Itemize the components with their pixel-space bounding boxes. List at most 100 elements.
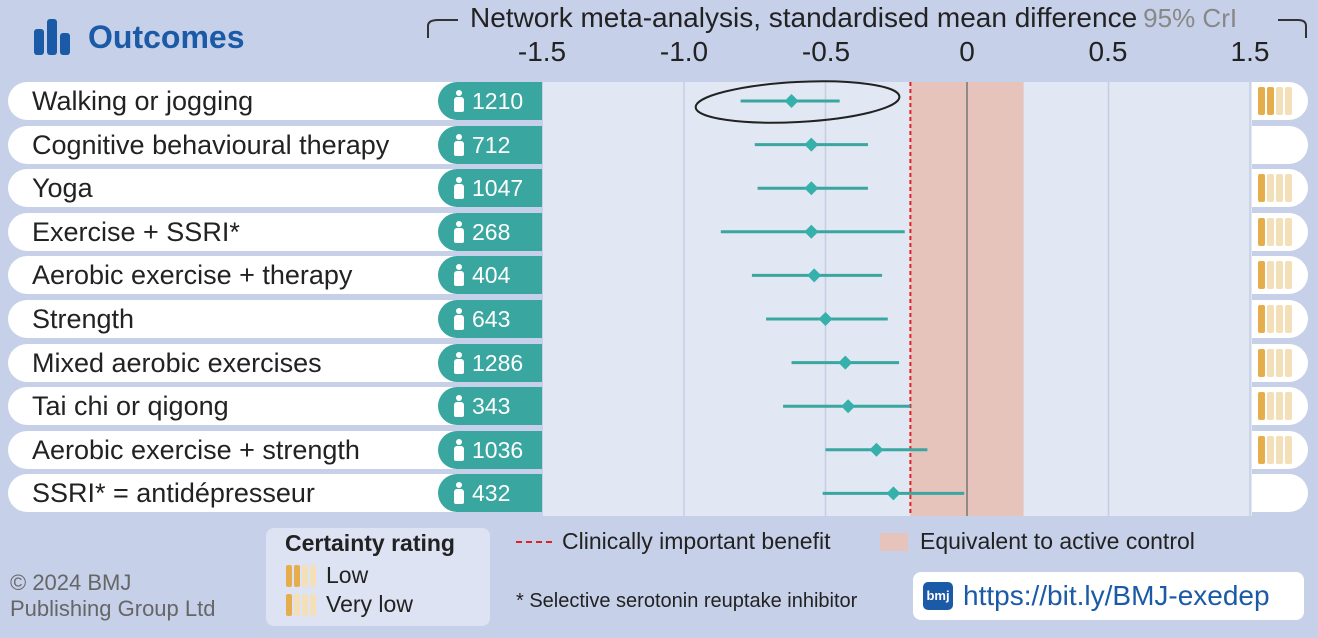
certainty-bar bbox=[1285, 305, 1292, 333]
point-estimate bbox=[784, 94, 799, 108]
x-tick-label: -0.5 bbox=[801, 36, 851, 67]
certainty-bar bbox=[1258, 435, 1265, 464]
certainty-bar bbox=[1285, 348, 1292, 377]
source-link-text[interactable]: https://bit.ly/BMJ-exedep bbox=[963, 580, 1270, 611]
certainty-bar bbox=[1276, 174, 1283, 203]
certainty-bar bbox=[1258, 261, 1265, 290]
certainty-bar bbox=[1258, 348, 1265, 377]
certainty-bar bbox=[1285, 392, 1292, 421]
sample-size: 712 bbox=[472, 131, 511, 158]
band-swatch bbox=[880, 532, 908, 551]
x-tick-label: 0 bbox=[959, 36, 975, 67]
bar-chart-icon bbox=[34, 19, 74, 55]
certainty-bar bbox=[1267, 261, 1274, 290]
certainty-rating bbox=[1252, 82, 1308, 120]
certainty-bar bbox=[1276, 392, 1283, 421]
certainty-bar bbox=[1276, 305, 1283, 333]
certainty-bar bbox=[1267, 87, 1274, 115]
bmj-logo-icon: bmj bbox=[923, 582, 953, 610]
person-icon bbox=[454, 438, 464, 461]
certainty-bar bbox=[1258, 392, 1265, 421]
certainty-bar bbox=[1276, 217, 1283, 246]
certainty-bar bbox=[1276, 87, 1283, 115]
very-low-rating-icon bbox=[286, 593, 316, 616]
person-icon bbox=[454, 395, 464, 418]
legend-very-low-label: Very low bbox=[326, 591, 413, 617]
person-icon bbox=[454, 264, 464, 287]
certainty-rating bbox=[1252, 430, 1308, 469]
sample-size-pill: 1036 bbox=[438, 430, 542, 469]
certainty-bar bbox=[1276, 435, 1283, 464]
point-estimate bbox=[804, 137, 819, 152]
axis-title: Network meta-analysis, standardised mean… bbox=[470, 2, 1237, 34]
legend-clinical-label: Clinically important benefit bbox=[562, 528, 831, 554]
sample-size: 268 bbox=[472, 218, 511, 245]
certainty-bar bbox=[1267, 392, 1274, 421]
sample-size: 343 bbox=[472, 393, 511, 420]
certainty-bar bbox=[1285, 261, 1292, 290]
certainty-bar bbox=[1267, 217, 1274, 246]
certainty-rating bbox=[1252, 169, 1308, 208]
certainty-bar bbox=[1258, 217, 1265, 246]
certainty-bar bbox=[1276, 261, 1283, 290]
sample-size: 1286 bbox=[472, 349, 524, 376]
person-icon bbox=[454, 482, 464, 505]
footnote: * Selective serotonin reuptake inhibitor bbox=[516, 590, 858, 612]
certainty-rating bbox=[1252, 387, 1308, 426]
sample-size: 1047 bbox=[472, 175, 524, 202]
point-estimate bbox=[886, 486, 901, 501]
person-icon bbox=[454, 308, 464, 330]
certainty-rating bbox=[1252, 125, 1308, 164]
certainty-rating bbox=[1252, 343, 1308, 382]
axis-title-bracket bbox=[427, 19, 1307, 38]
certainty-bar bbox=[1267, 348, 1274, 377]
chart-header: Outcomes bbox=[34, 12, 244, 62]
certainty-bar bbox=[1285, 435, 1292, 464]
person-icon bbox=[454, 220, 464, 243]
sample-size-pill: 432 bbox=[438, 474, 542, 513]
legend-low: Low bbox=[286, 562, 368, 589]
legend-equivalent-label: Equivalent to active control bbox=[920, 528, 1195, 554]
legend-low-label: Low bbox=[326, 562, 369, 588]
point-estimate bbox=[804, 224, 819, 239]
sample-size-pill: 1286 bbox=[438, 343, 542, 382]
certainty-bar bbox=[1258, 174, 1265, 203]
axis-title-text: Network meta-analysis, standardised mean… bbox=[470, 2, 1138, 33]
highlight-circle bbox=[694, 80, 901, 124]
point-estimate bbox=[838, 355, 853, 370]
x-tick-label: 1.5 bbox=[1230, 36, 1270, 67]
sample-size: 643 bbox=[472, 306, 511, 332]
certainty-rating bbox=[1252, 212, 1308, 251]
sample-size-pill: 1047 bbox=[438, 169, 542, 208]
certainty-bar bbox=[1285, 87, 1292, 115]
legend-equivalent: Equivalent to active control bbox=[880, 528, 1195, 555]
legend-very-low: Very low bbox=[286, 591, 413, 618]
copyright-line-1: © 2024 BMJ bbox=[10, 570, 132, 595]
person-icon bbox=[454, 351, 464, 374]
person-icon bbox=[454, 133, 464, 156]
x-tick-label: 0.5 bbox=[1088, 36, 1128, 67]
copyright: © 2024 BMJ Publishing Group Ltd bbox=[10, 570, 215, 622]
sample-size: 1036 bbox=[472, 436, 524, 463]
certainty-bar bbox=[1285, 217, 1292, 246]
certainty-rating bbox=[1252, 474, 1308, 513]
certainty-bar bbox=[1258, 305, 1265, 333]
certainty-bar bbox=[1258, 87, 1265, 115]
sample-size-pill: 404 bbox=[438, 256, 542, 295]
sample-size-pill: 643 bbox=[438, 300, 542, 338]
person-icon bbox=[454, 177, 464, 200]
source-link[interactable]: bmj https://bit.ly/BMJ-exedep bbox=[913, 572, 1304, 620]
certainty-legend-title: Certainty rating bbox=[285, 530, 455, 556]
sample-size-pill: 268 bbox=[438, 212, 542, 251]
legend-clinical-benefit: Clinically important benefit bbox=[516, 528, 830, 555]
sample-size: 1210 bbox=[472, 88, 524, 114]
certainty-bar bbox=[1267, 174, 1274, 203]
point-estimate bbox=[818, 312, 833, 326]
certainty-bar bbox=[1276, 348, 1283, 377]
sample-size-pill: 712 bbox=[438, 125, 542, 164]
certainty-bar bbox=[1285, 174, 1292, 203]
point-estimate bbox=[841, 399, 856, 414]
certainty-bar bbox=[1267, 305, 1274, 333]
plot-background bbox=[543, 82, 1252, 516]
